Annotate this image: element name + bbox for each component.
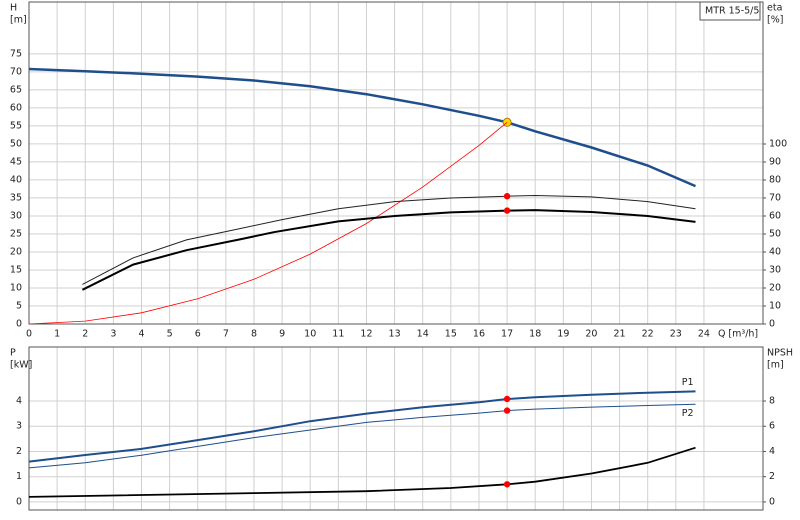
- x-tick-label: 22: [642, 329, 654, 340]
- curve: [82, 194, 696, 285]
- plot-frame: [28, 1, 764, 325]
- x-tick-label: 5: [167, 329, 173, 340]
- x-tick-label: 7: [223, 329, 229, 340]
- y2-tick-label: 90: [769, 157, 781, 168]
- x-tick-label: 6: [195, 329, 201, 340]
- y2-tick-label: 40: [769, 247, 781, 258]
- x-tick-label: 1: [54, 329, 60, 340]
- y-tick-label: 10: [10, 282, 22, 293]
- y-tick-label: 40: [10, 174, 22, 185]
- y-tick-label: 15: [10, 264, 22, 275]
- operating-point: [503, 481, 511, 488]
- x-tick-label: 9: [279, 329, 285, 340]
- y-tick-label: 65: [10, 84, 22, 95]
- curve: [28, 446, 696, 498]
- y2-tick-label: 0: [769, 319, 775, 330]
- x-tick-label: 8: [251, 329, 257, 340]
- y-tick-label: 0: [16, 496, 22, 507]
- y2-tick-label: 8: [769, 395, 775, 406]
- y-tick-label: 55: [10, 120, 22, 131]
- y-axis-label: H: [10, 3, 17, 14]
- y2-tick-label: 80: [769, 175, 781, 186]
- x-tick-label: 0: [26, 329, 32, 340]
- y-tick-label: 20: [10, 246, 22, 257]
- x-tick-label: 4: [138, 329, 144, 340]
- x-tick-label: 18: [529, 329, 541, 340]
- y2-tick-label: 60: [769, 211, 781, 222]
- operating-point: [503, 207, 511, 214]
- y-tick-label: 70: [10, 66, 22, 77]
- operating-point: [503, 193, 511, 200]
- y-tick-label: 3: [16, 421, 22, 432]
- operating-point: [503, 395, 511, 403]
- y-tick-label: 25: [10, 228, 22, 239]
- x-tick-label: 21: [614, 329, 626, 340]
- x-tick-label: 10: [304, 329, 316, 340]
- y2-tick-label: 100: [769, 139, 787, 150]
- x-tick-label: 11: [332, 329, 344, 340]
- curve: [28, 403, 696, 469]
- x-tick-label: 23: [670, 329, 682, 340]
- y-tick-label: 30: [10, 210, 22, 221]
- y-tick-label: 60: [10, 102, 22, 113]
- y-axis-unit: [m]: [10, 15, 27, 26]
- y2-axis-unit: [%]: [767, 15, 783, 26]
- y2-axis-label: NPSH: [767, 348, 793, 359]
- x-axis-label: Q [m³/h]: [718, 329, 758, 340]
- curve: [28, 390, 696, 463]
- y-tick-label: 1: [16, 471, 22, 482]
- y-tick-label: 0: [16, 319, 22, 330]
- x-tick-label: 12: [360, 329, 372, 340]
- y2-tick-label: 30: [769, 265, 781, 276]
- y-tick-label: 75: [10, 48, 22, 59]
- curve: [28, 121, 508, 325]
- x-tick-label: 24: [698, 329, 710, 340]
- y-axis-unit: [kW]: [10, 360, 32, 371]
- curve: [28, 67, 696, 188]
- series-label: P2: [682, 408, 694, 419]
- curve: [81, 209, 696, 291]
- y-axis-label: P: [10, 348, 16, 359]
- y2-tick-label: 20: [769, 283, 781, 294]
- plot-frame: [28, 346, 764, 511]
- x-tick-label: 16: [473, 329, 485, 340]
- y2-tick-label: 50: [769, 229, 781, 240]
- y2-tick-label: 10: [769, 301, 781, 312]
- x-tick-label: 19: [557, 329, 569, 340]
- y-tick-label: 5: [16, 300, 22, 311]
- series-label: P1: [682, 377, 694, 388]
- y2-tick-label: 70: [769, 193, 781, 204]
- title-box: [699, 1, 761, 21]
- x-tick-label: 14: [417, 329, 429, 340]
- y2-tick-label: 6: [769, 421, 775, 432]
- y2-axis-label: eta: [767, 3, 782, 14]
- x-tick-label: 15: [445, 329, 457, 340]
- y2-tick-label: 4: [769, 446, 775, 457]
- x-tick-label: 20: [585, 329, 597, 340]
- y-tick-label: 4: [16, 395, 22, 406]
- operating-point: [503, 407, 511, 414]
- chart-title: MTR 15-5/5: [705, 6, 759, 17]
- x-tick-label: 13: [389, 329, 401, 340]
- x-tick-label: 3: [110, 329, 116, 340]
- y-tick-label: 2: [16, 446, 22, 457]
- y-tick-label: 35: [10, 192, 22, 203]
- x-tick-label: 17: [501, 329, 513, 340]
- y-tick-label: 50: [10, 138, 22, 149]
- y2-tick-label: 0: [769, 496, 775, 507]
- y2-tick-label: 2: [769, 471, 775, 482]
- y-tick-label: 45: [10, 156, 22, 167]
- y2-axis-unit: [m]: [767, 360, 784, 371]
- x-tick-label: 2: [82, 329, 88, 340]
